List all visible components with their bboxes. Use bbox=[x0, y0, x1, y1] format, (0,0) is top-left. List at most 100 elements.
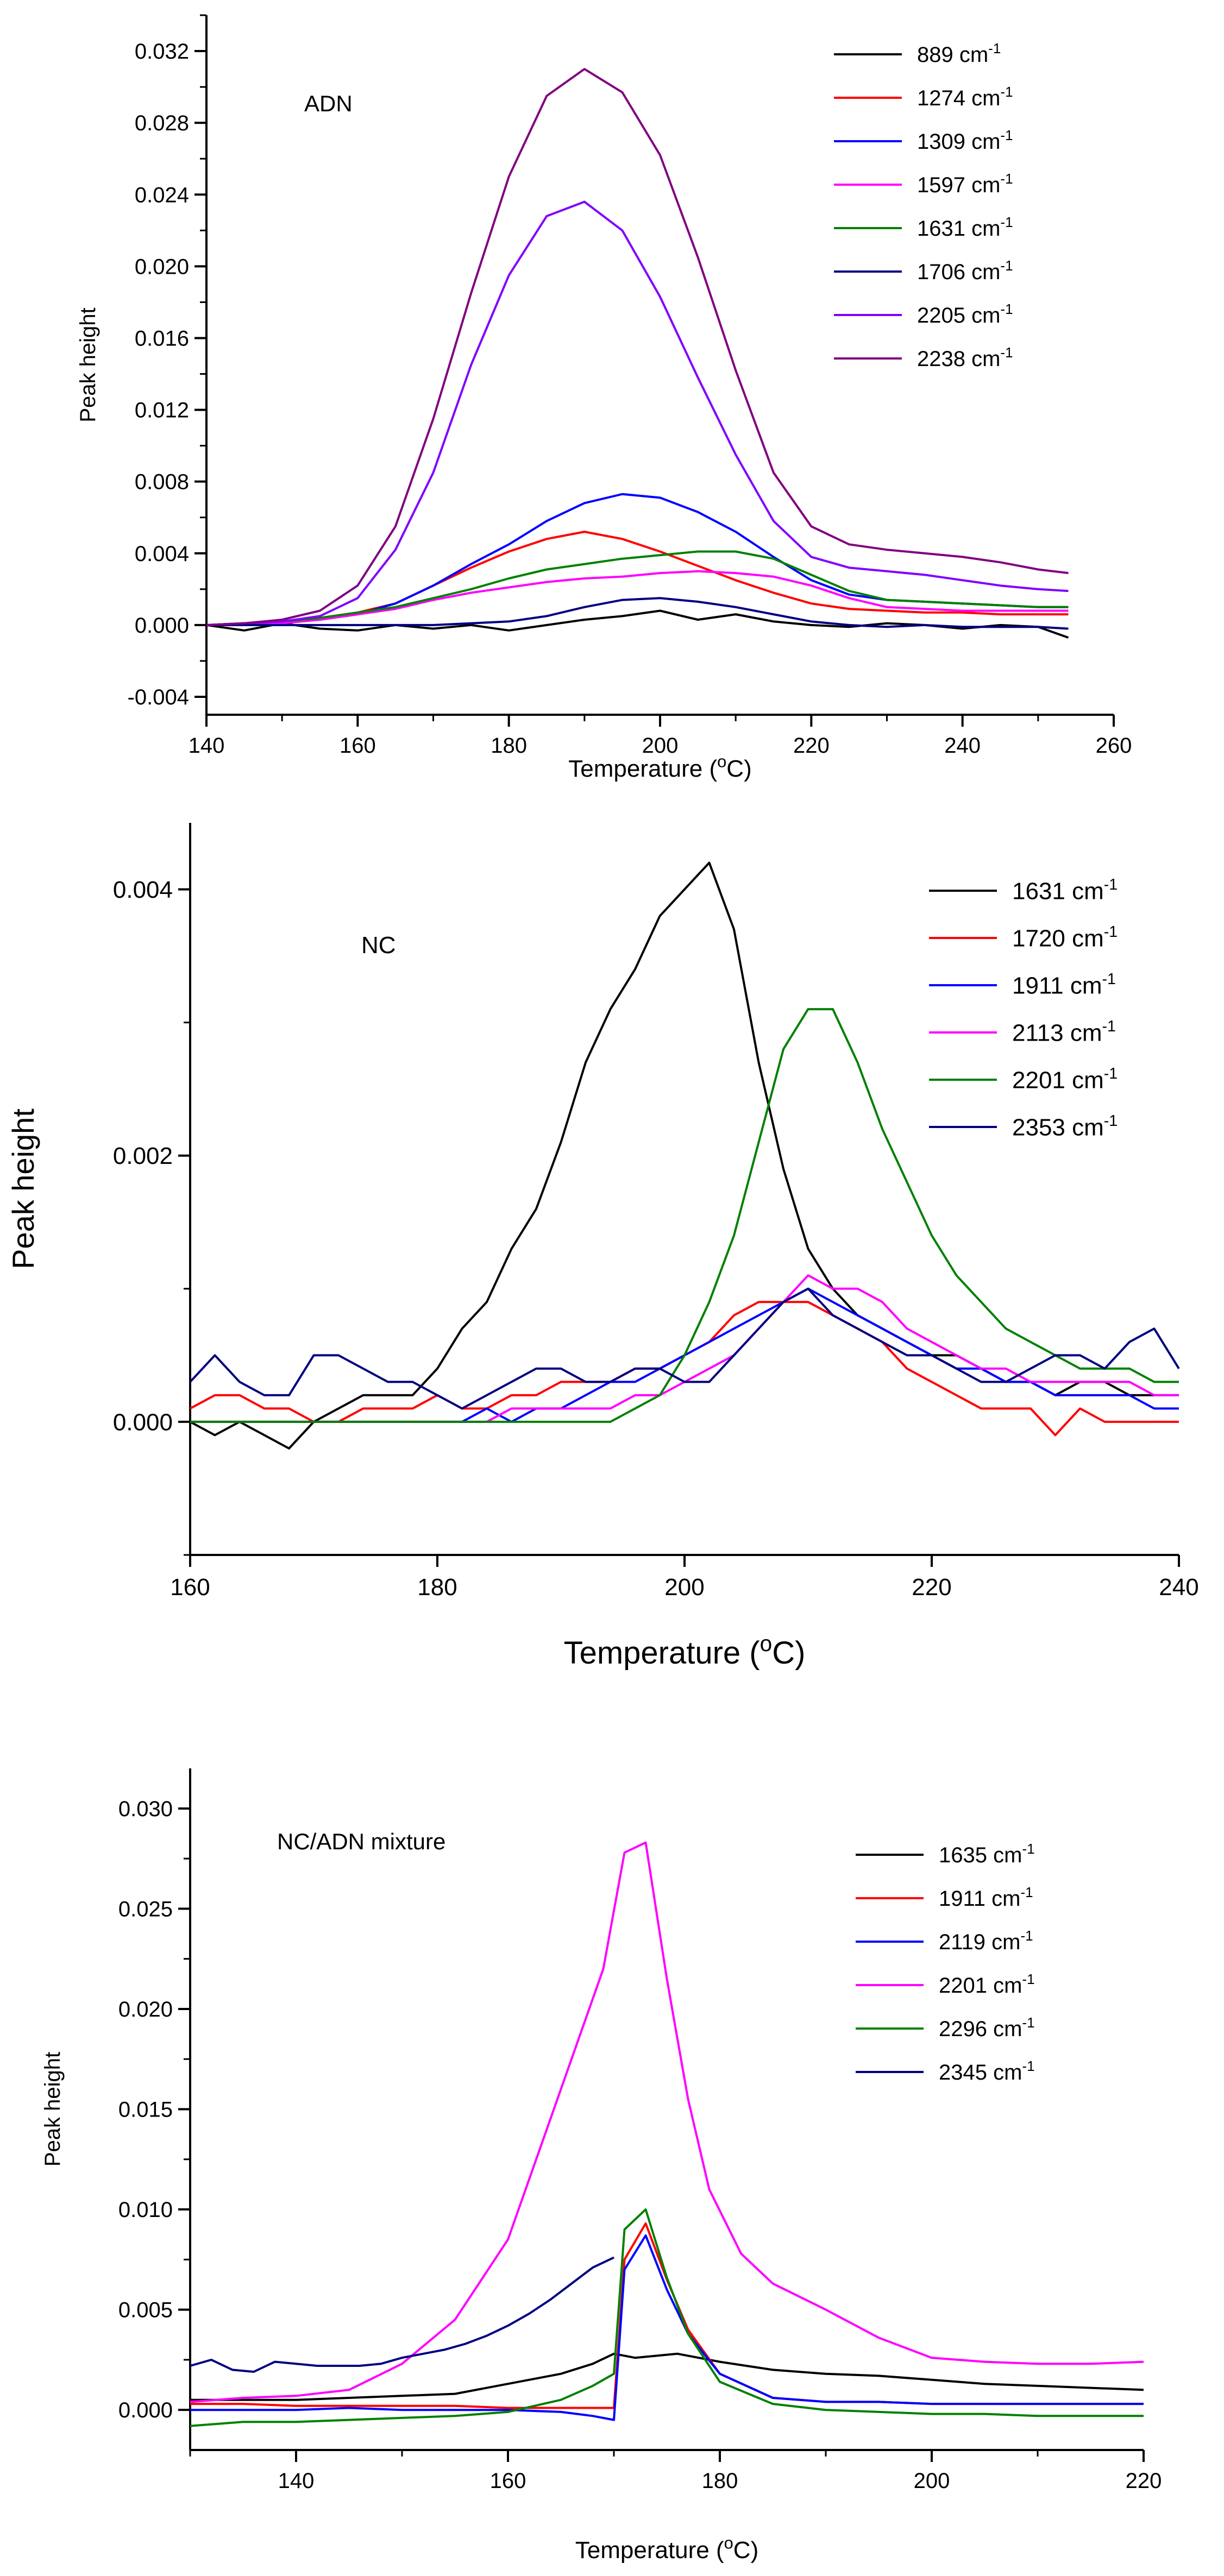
y-tick-label: 0.030 bbox=[118, 1797, 173, 1821]
legend-label: 1706 cm-1 bbox=[917, 257, 1013, 284]
x-axis-label: Temperature (oC) bbox=[568, 752, 751, 782]
x-axis-label-degree: o bbox=[724, 2533, 733, 2552]
legend-label-text: 1911 cm bbox=[939, 1887, 1020, 1911]
legend-label-text: 1911 cm bbox=[1012, 972, 1102, 999]
legend-label-sup: -1 bbox=[1022, 1971, 1034, 1987]
legend-label: 1911 cm-1 bbox=[1012, 971, 1116, 999]
y-tick-label: 0.000 bbox=[135, 614, 189, 638]
legend-label-text: 1635 cm bbox=[939, 1843, 1022, 1867]
x-tick-label: 180 bbox=[491, 734, 527, 758]
x-tick-label: 200 bbox=[642, 734, 679, 758]
legend-label: 1309 cm-1 bbox=[917, 127, 1013, 154]
y-tick-label: 0.032 bbox=[135, 40, 189, 64]
legend-label: 2119 cm-1 bbox=[939, 1928, 1033, 1954]
legend-label-sup: -1 bbox=[1022, 2058, 1034, 2074]
legend-label-text: 1706 cm bbox=[917, 260, 1000, 284]
y-tick-label: 0.020 bbox=[118, 1998, 173, 2021]
series-line bbox=[206, 550, 1069, 626]
legend-label: 1274 cm-1 bbox=[917, 84, 1013, 110]
x-tick-label: 200 bbox=[914, 2469, 950, 2493]
x-tick-label: 140 bbox=[189, 734, 225, 758]
legend-label: 1631 cm-1 bbox=[917, 214, 1013, 241]
chart-title: NC bbox=[361, 932, 396, 959]
x-axis-label-degree: o bbox=[717, 752, 726, 771]
series-line bbox=[206, 68, 1069, 626]
legend-label-sup: -1 bbox=[1104, 1065, 1118, 1082]
legend-label: 1635 cm-1 bbox=[939, 1841, 1035, 1867]
legend-label-text: 2201 cm bbox=[1012, 1067, 1104, 1093]
legend-label-sup: -1 bbox=[1000, 301, 1013, 317]
x-tick-label: 220 bbox=[793, 734, 830, 758]
legend-label: 1720 cm-1 bbox=[1012, 923, 1118, 952]
x-tick-label: 140 bbox=[278, 2469, 315, 2493]
x-tick-label: 180 bbox=[417, 1574, 457, 1601]
chart-nc: 160 180 200 220 240 0.000 0.002 0.004 Temperatur… bbox=[6, 823, 1199, 1671]
series-line bbox=[206, 531, 1069, 626]
legend-label-sup: -1 bbox=[1020, 1928, 1033, 1944]
y-tick-label: 0.020 bbox=[135, 255, 189, 279]
legend-label-text: 1309 cm bbox=[917, 130, 1000, 154]
x-axis-label-degree: o bbox=[760, 1631, 773, 1656]
series-line bbox=[190, 1841, 1144, 2403]
legend-label-text: 2345 cm bbox=[939, 2061, 1022, 2084]
y-axis-label: Peak height bbox=[6, 1109, 40, 1269]
series-line bbox=[206, 493, 1069, 626]
legend-label: 2353 cm-1 bbox=[1012, 1112, 1118, 1141]
legend-label-sup: -1 bbox=[1104, 923, 1118, 941]
chart-title: ADN bbox=[304, 91, 353, 116]
legend-label-sup: -1 bbox=[1000, 127, 1013, 143]
x-tick-label: 220 bbox=[912, 1574, 951, 1601]
legend-label: 2205 cm-1 bbox=[917, 301, 1013, 327]
legend-label-sup: -1 bbox=[1104, 876, 1118, 893]
legend-label: 2345 cm-1 bbox=[939, 2058, 1035, 2084]
legend-label-sup: -1 bbox=[1102, 1018, 1116, 1035]
legend-label-sup: -1 bbox=[1000, 214, 1013, 230]
legend-label-text: 2205 cm bbox=[917, 304, 1000, 327]
legend-label: 2201 cm-1 bbox=[1012, 1065, 1118, 1094]
y-tick-label: 0.008 bbox=[135, 470, 189, 494]
legend-label: 2113 cm-1 bbox=[1012, 1018, 1116, 1047]
series-line bbox=[190, 2222, 1144, 2409]
x-axis-label: Temperature (oC) bbox=[564, 1631, 806, 1671]
x-axis-label-text: Temperature ( bbox=[568, 755, 717, 782]
x-tick-label: 160 bbox=[340, 734, 376, 758]
legend-label-text: 2238 cm bbox=[917, 347, 1000, 371]
legend-label: 1911 cm-1 bbox=[939, 1884, 1033, 1911]
chart-nc-adn-mixture: 140 160 180 200 220 0.000 0.005 0.010 0.015 0.020… bbox=[41, 1768, 1162, 2564]
legend-label-text: 1274 cm bbox=[917, 86, 1000, 110]
x-tick-label: 180 bbox=[702, 2469, 738, 2493]
chart-adn: 140 160 180 200 220 240 260 -0.004 0.000 0.004 0.0… bbox=[76, 14, 1132, 782]
series-line bbox=[206, 570, 1069, 626]
series-line bbox=[190, 2208, 1144, 2427]
y-tick-label: 0.004 bbox=[113, 877, 173, 903]
y-tick-label: 0.005 bbox=[118, 2298, 173, 2322]
x-tick-label: 220 bbox=[1126, 2469, 1162, 2493]
series-line bbox=[190, 1008, 1179, 1423]
legend-label-sup: -1 bbox=[1102, 971, 1116, 988]
series-line bbox=[206, 200, 1069, 626]
legend-label-text: 2353 cm bbox=[1012, 1114, 1104, 1141]
series-line bbox=[190, 2352, 1144, 2401]
y-tick-label: 0.025 bbox=[118, 1897, 173, 1921]
x-tick-label: 240 bbox=[1159, 1574, 1198, 1601]
legend-label-text: 1597 cm bbox=[917, 173, 1000, 197]
x-tick-label: 160 bbox=[170, 1574, 210, 1601]
series-line bbox=[189, 1287, 1180, 1410]
legend-label-sup: -1 bbox=[1000, 171, 1013, 187]
legend-label: 1597 cm-1 bbox=[917, 171, 1013, 197]
series-line bbox=[190, 2256, 614, 2373]
x-axis-label: Temperature (oC) bbox=[575, 2533, 758, 2564]
y-tick-label: 0.016 bbox=[135, 326, 189, 350]
legend-label-text: 1720 cm bbox=[1012, 925, 1104, 952]
legend-label-sup: -1 bbox=[1000, 344, 1013, 361]
legend-label: 2296 cm-1 bbox=[939, 2014, 1035, 2041]
legend-label-sup: -1 bbox=[1022, 1841, 1034, 1857]
legend-label-sup: -1 bbox=[1000, 257, 1013, 274]
x-axis-label-unit: C) bbox=[772, 1635, 805, 1671]
x-tick-label: 240 bbox=[944, 734, 981, 758]
series-line bbox=[190, 2234, 1144, 2421]
y-tick-label: 0.028 bbox=[135, 111, 189, 135]
